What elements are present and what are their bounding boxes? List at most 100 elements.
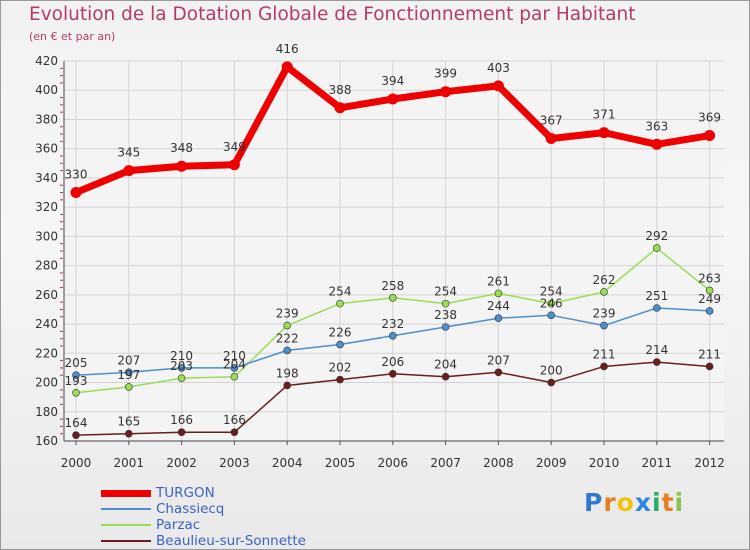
data-point xyxy=(228,159,240,171)
data-label: 292 xyxy=(645,229,668,243)
data-label: 254 xyxy=(434,285,457,299)
x-tick-label: 2011 xyxy=(642,456,673,470)
data-point xyxy=(547,311,556,320)
x-tick-label: 2005 xyxy=(325,456,356,470)
data-point xyxy=(388,331,397,340)
data-point xyxy=(600,321,608,330)
data-point xyxy=(705,362,714,371)
data-label: 244 xyxy=(487,299,510,313)
x-tick-label: 2006 xyxy=(378,456,409,470)
data-label: 263 xyxy=(698,271,721,285)
y-tick-label: 200 xyxy=(35,376,58,390)
data-label: 200 xyxy=(540,364,563,378)
legend-swatch xyxy=(101,489,151,497)
data-point xyxy=(230,428,239,437)
data-point xyxy=(283,381,292,390)
data-label: 214 xyxy=(645,343,668,357)
data-label: 204 xyxy=(223,358,246,372)
data-label: 399 xyxy=(434,67,457,81)
data-label: 238 xyxy=(434,308,457,322)
x-tick-label: 2004 xyxy=(272,456,303,470)
y-tick-label: 260 xyxy=(35,288,58,302)
data-label: 369 xyxy=(698,111,721,125)
data-point xyxy=(281,61,293,73)
data-point xyxy=(125,429,133,438)
data-label: 164 xyxy=(65,416,88,430)
data-label: 345 xyxy=(117,146,140,160)
data-point xyxy=(72,431,80,439)
legend-swatch xyxy=(101,540,151,542)
data-point xyxy=(600,362,608,371)
logo-letter: i xyxy=(674,488,685,517)
series-layer xyxy=(70,61,716,439)
logo-letter: i xyxy=(652,488,662,517)
x-tick-label: 2010 xyxy=(589,456,620,470)
data-label: 193 xyxy=(65,374,88,388)
data-point xyxy=(652,244,661,252)
data-label: 349 xyxy=(223,140,246,154)
data-point xyxy=(72,388,80,397)
legend-label: Parzac xyxy=(156,517,201,533)
y-tick-label: 160 xyxy=(35,434,58,448)
data-point xyxy=(704,130,716,142)
data-label: 210 xyxy=(223,349,246,363)
data-point xyxy=(336,375,344,384)
data-point xyxy=(125,383,133,391)
data-label: 166 xyxy=(223,413,246,427)
data-label: 207 xyxy=(487,353,510,367)
data-label: 211 xyxy=(593,347,616,361)
data-label: 197 xyxy=(117,368,140,382)
data-label: 403 xyxy=(487,61,510,75)
x-tick-label: 2003 xyxy=(219,456,250,470)
data-label: 206 xyxy=(381,355,404,369)
data-label: 262 xyxy=(593,273,616,287)
data-label: 416 xyxy=(276,42,299,56)
legend-label: Chassiecq xyxy=(156,501,225,517)
data-label: 246 xyxy=(540,296,563,310)
data-point xyxy=(334,102,346,114)
data-point xyxy=(387,93,399,105)
data-point xyxy=(72,371,80,380)
y-tick-label: 360 xyxy=(35,142,58,156)
legend-label: TURGON xyxy=(156,485,215,501)
data-label: 254 xyxy=(329,285,352,299)
data-point xyxy=(388,369,397,378)
data-label: 204 xyxy=(434,358,457,372)
data-label: 211 xyxy=(698,347,721,361)
data-point xyxy=(230,372,239,381)
proxiti-logo: Proxiti xyxy=(584,488,684,517)
legend-label: Beaulieu-sur-Sonnette xyxy=(156,533,306,549)
data-point xyxy=(441,299,450,308)
y-tick-label: 400 xyxy=(35,83,58,97)
data-point xyxy=(598,127,610,139)
x-tick-label: 2000 xyxy=(61,456,92,470)
data-point xyxy=(388,293,397,302)
x-tick-label: 2009 xyxy=(536,456,567,470)
data-label: 205 xyxy=(65,356,88,370)
data-label: 198 xyxy=(276,366,299,380)
x-tick-label: 2012 xyxy=(694,456,725,470)
legend-swatch xyxy=(101,524,151,526)
data-label: 207 xyxy=(117,353,140,367)
data-label: 261 xyxy=(487,274,510,288)
x-tick-label: 2008 xyxy=(483,456,514,470)
logo-letter: r xyxy=(603,488,617,517)
y-tick-label: 320 xyxy=(35,200,58,214)
data-label: 371 xyxy=(593,108,616,122)
data-label: 222 xyxy=(276,331,299,345)
data-label: 258 xyxy=(381,279,404,293)
data-point xyxy=(177,364,186,372)
y-tick-label: 240 xyxy=(35,317,58,331)
legend-swatch xyxy=(101,508,151,510)
logo-letter: x xyxy=(634,488,652,517)
x-tick-label: 2007 xyxy=(430,456,461,470)
data-point xyxy=(283,321,292,330)
data-point xyxy=(545,132,557,144)
y-tick-label: 380 xyxy=(35,112,58,126)
data-point xyxy=(177,374,186,382)
data-point xyxy=(652,358,661,366)
data-point xyxy=(494,314,503,323)
data-point xyxy=(123,165,135,177)
data-point xyxy=(336,299,344,308)
x-tick-label: 2001 xyxy=(114,456,145,470)
